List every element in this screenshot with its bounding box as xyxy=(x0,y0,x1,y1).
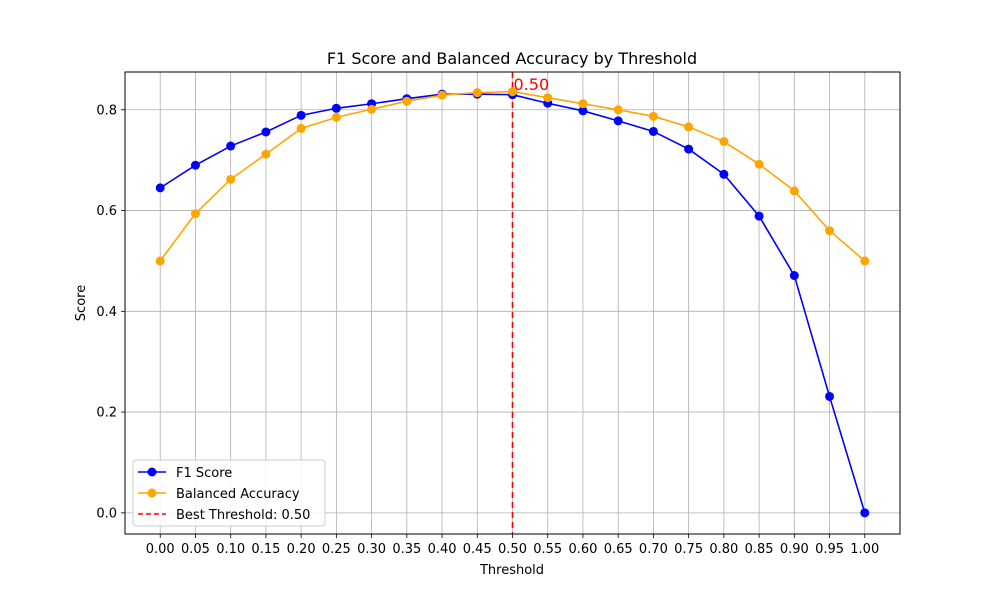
point-balanced-accuracy xyxy=(825,226,835,236)
point-f1-score xyxy=(860,508,870,518)
y-tick-label: 0.8 xyxy=(96,103,117,118)
legend-marker-f1 xyxy=(147,467,157,477)
x-tick-label: 0.50 xyxy=(498,542,527,557)
y-tick-label: 0.2 xyxy=(96,406,117,421)
point-f1-score xyxy=(754,211,764,221)
point-balanced-accuracy xyxy=(754,159,764,169)
point-f1-score xyxy=(719,169,729,179)
point-balanced-accuracy xyxy=(472,88,482,98)
point-f1-score xyxy=(226,141,236,151)
point-balanced-accuracy xyxy=(261,149,271,159)
point-f1-score xyxy=(789,271,799,281)
x-tick-label: 0.90 xyxy=(780,542,809,557)
point-balanced-accuracy xyxy=(613,105,623,115)
x-tick-label: 0.15 xyxy=(251,542,280,557)
point-balanced-accuracy xyxy=(789,186,799,196)
x-tick-label: 0.95 xyxy=(815,542,844,557)
point-f1-score xyxy=(613,116,623,126)
x-tick-label: 0.60 xyxy=(568,542,597,557)
x-tick-label: 0.30 xyxy=(357,542,386,557)
x-tick-label: 0.10 xyxy=(216,542,245,557)
point-f1-score xyxy=(578,106,588,116)
point-balanced-accuracy xyxy=(508,87,517,97)
point-balanced-accuracy xyxy=(402,96,412,106)
legend: F1 Score Balanced Accuracy Best Threshol… xyxy=(132,459,326,527)
x-tick-label: 0.35 xyxy=(392,542,421,557)
chart-title: F1 Score and Balanced Accuracy by Thresh… xyxy=(327,49,697,68)
x-tick-label: 0.25 xyxy=(322,542,351,557)
point-balanced-accuracy xyxy=(367,104,377,114)
legend-entry-balanced-accuracy: Balanced Accuracy xyxy=(138,487,300,502)
x-tick-label: 0.70 xyxy=(639,542,668,557)
x-tick-label: 0.45 xyxy=(463,542,492,557)
x-tick-label: 0.55 xyxy=(533,542,562,557)
x-tick-label: 0.65 xyxy=(604,542,633,557)
legend-entry-best-threshold: Best Threshold: 0.50 xyxy=(138,508,310,523)
x-tick-label: 0.80 xyxy=(709,542,738,557)
x-tick-label: 0.85 xyxy=(745,542,774,557)
point-f1-score xyxy=(296,110,306,120)
point-balanced-accuracy xyxy=(155,256,165,266)
point-f1-score xyxy=(331,103,341,113)
point-balanced-accuracy xyxy=(578,99,588,109)
legend-marker-balanced-accuracy xyxy=(147,488,157,498)
legend-entry-f1: F1 Score xyxy=(138,466,232,481)
point-balanced-accuracy xyxy=(296,123,306,133)
point-balanced-accuracy xyxy=(543,93,553,103)
legend-label-balanced-accuracy: Balanced Accuracy xyxy=(176,487,300,502)
y-axis-label: Score xyxy=(74,285,89,321)
legend-box xyxy=(132,459,326,527)
point-f1-score xyxy=(684,144,694,154)
point-balanced-accuracy xyxy=(437,90,447,100)
x-tick-label: 0.05 xyxy=(181,542,210,557)
y-tick-label: 0.4 xyxy=(96,305,117,320)
point-balanced-accuracy xyxy=(719,137,729,147)
point-balanced-accuracy xyxy=(226,174,236,184)
x-tick-label: 0.40 xyxy=(428,542,457,557)
point-balanced-accuracy xyxy=(684,122,694,132)
point-balanced-accuracy xyxy=(190,209,200,219)
point-f1-score xyxy=(155,183,165,193)
y-axis-ticks: 0.0 0.2 0.4 0.6 0.8 xyxy=(96,103,125,521)
x-tick-label: 0.20 xyxy=(287,542,316,557)
x-axis-label: Threshold xyxy=(479,563,544,578)
x-axis-ticks: 0.00 0.05 0.10 0.15 0.20 0.25 0.30 0.35 0.40 0.45… xyxy=(146,534,879,557)
legend-label-best-threshold: Best Threshold: 0.50 xyxy=(176,508,310,523)
x-tick-label: 1.00 xyxy=(850,542,879,557)
point-balanced-accuracy xyxy=(331,112,341,122)
x-tick-label: 0.00 xyxy=(146,542,175,557)
point-f1-score xyxy=(261,127,271,137)
series-layer xyxy=(155,87,870,518)
y-tick-label: 0.6 xyxy=(96,204,117,219)
threshold-annotation: 0.50 xyxy=(514,75,550,94)
point-f1-score xyxy=(190,160,200,170)
point-balanced-accuracy xyxy=(648,111,658,121)
point-f1-score xyxy=(648,126,658,136)
x-tick-label: 0.75 xyxy=(674,542,703,557)
y-tick-label: 0.0 xyxy=(96,506,117,521)
legend-label-f1: F1 Score xyxy=(176,466,232,481)
point-balanced-accuracy xyxy=(860,256,870,266)
point-f1-score xyxy=(825,391,835,401)
